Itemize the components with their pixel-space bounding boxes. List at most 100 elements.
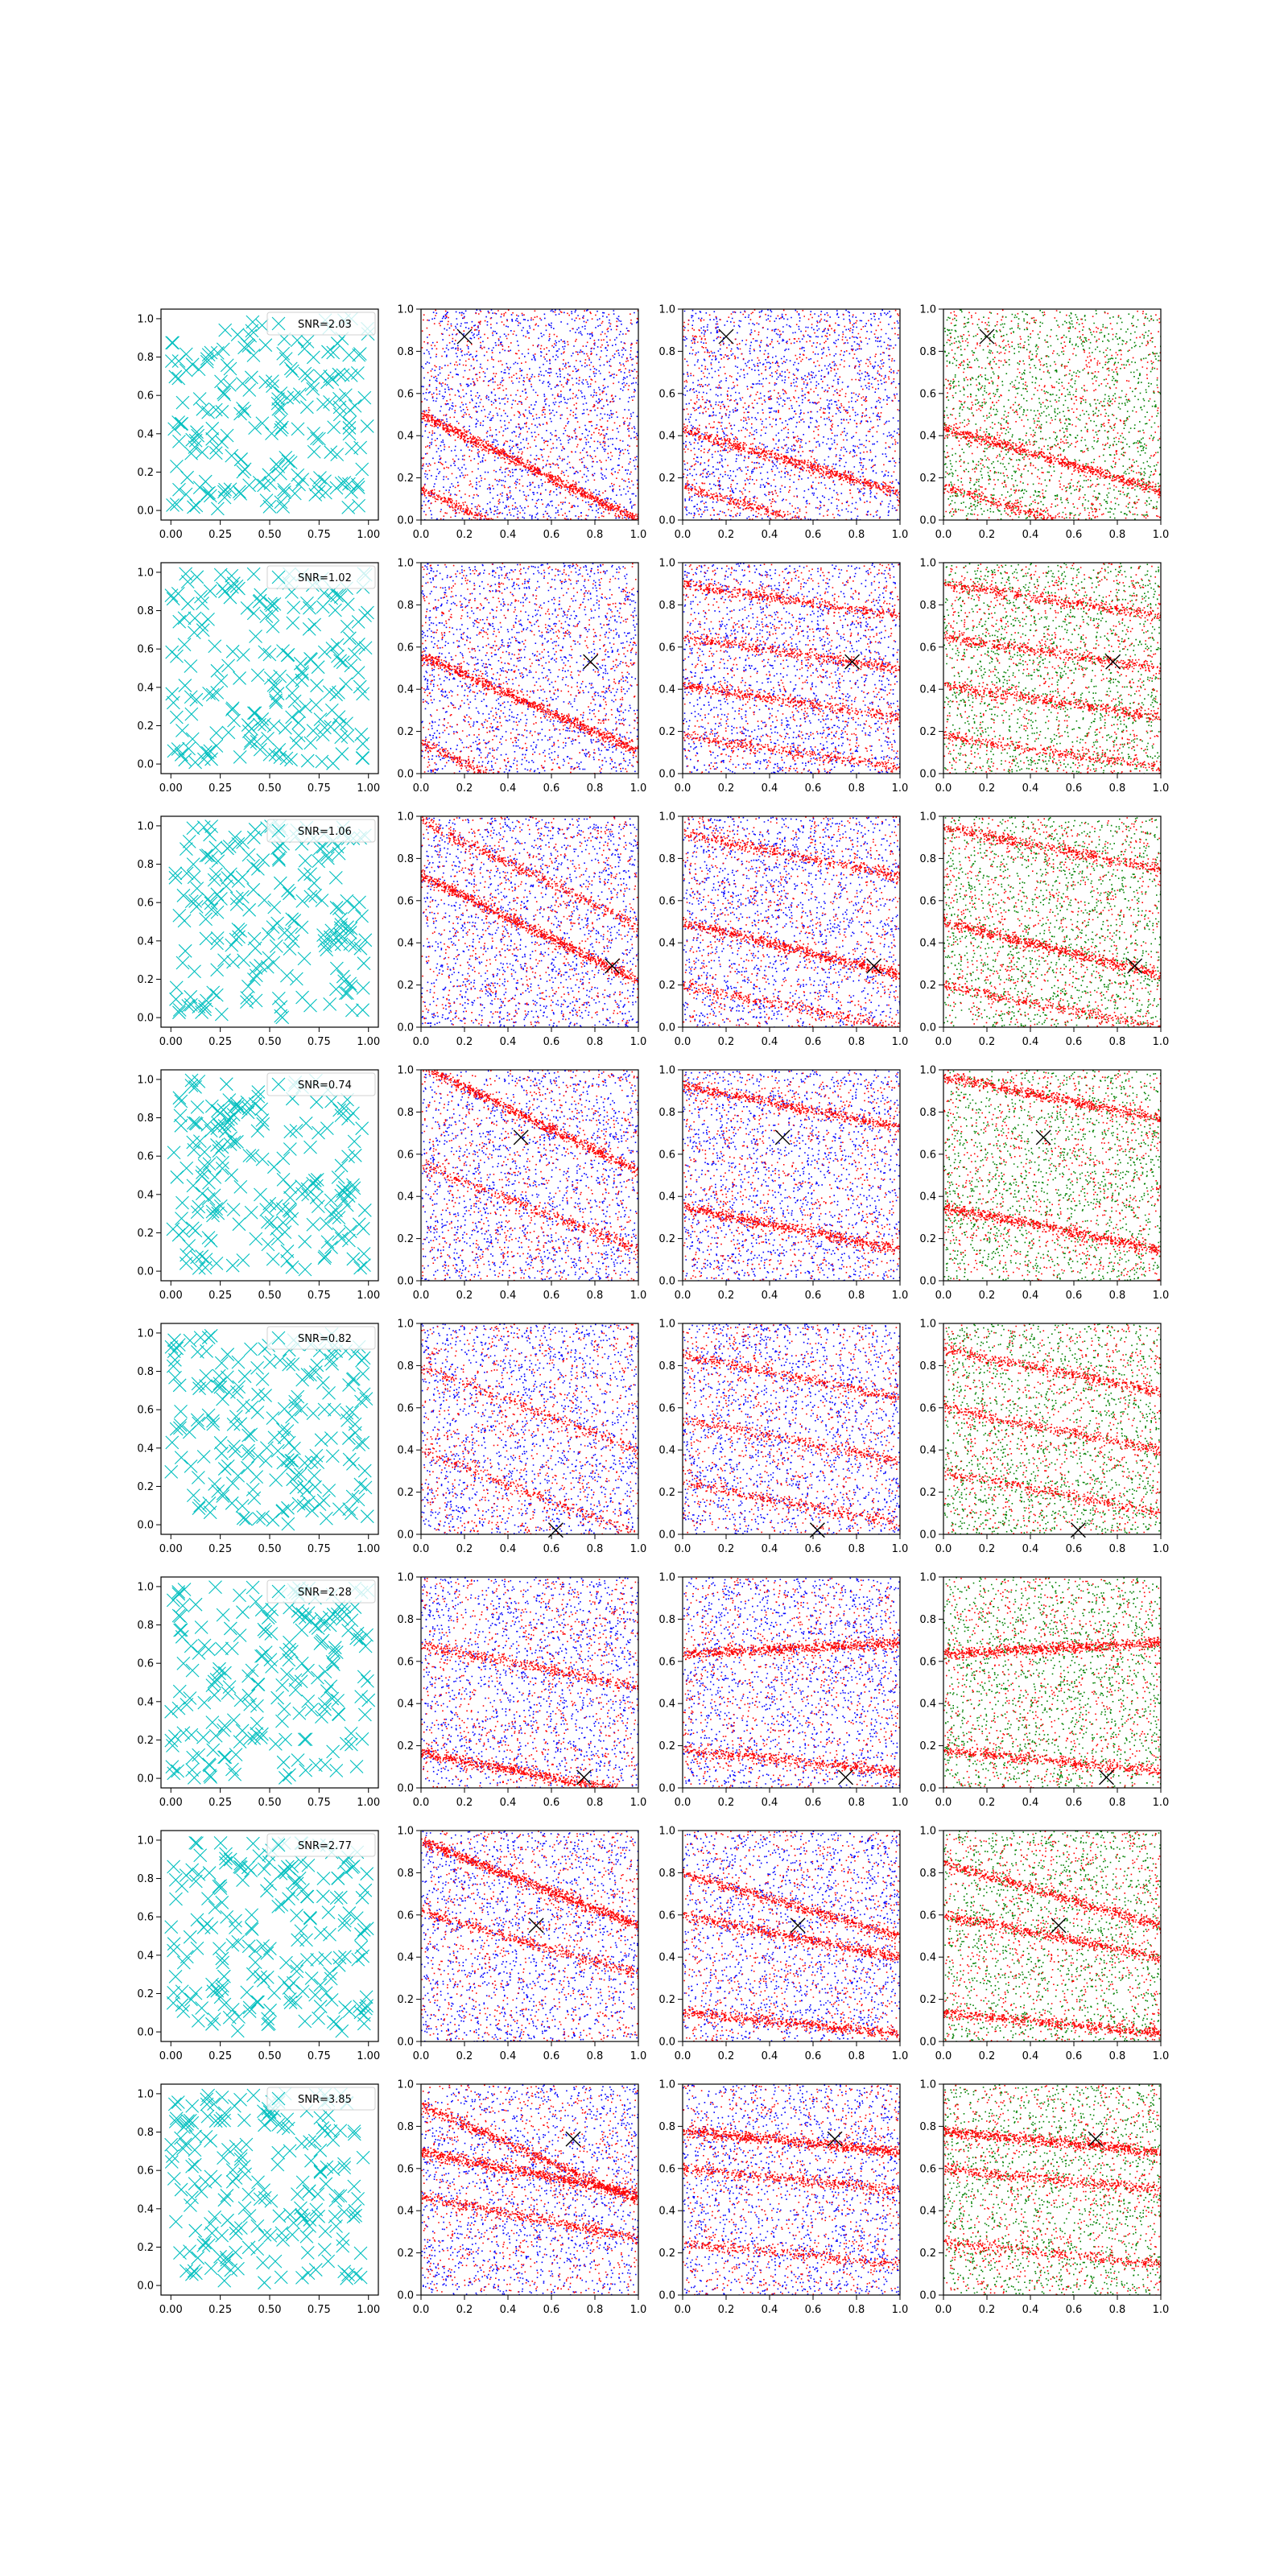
x-tick-label: 0.8 [587, 1036, 604, 1048]
y-tick-label: 0.2 [919, 1740, 936, 1752]
x-tick-label: 0.75 [308, 1797, 331, 1809]
x-tick-label: 1.0 [1153, 1290, 1170, 1302]
x-tick-label: 0.0 [413, 1797, 430, 1809]
x-tick-label: 0.0 [413, 529, 430, 541]
y-tick-label: 0.0 [137, 1520, 154, 1532]
y-tick-label: 0.8 [137, 1873, 154, 1885]
x-tick-label: 0.6 [543, 1290, 560, 1302]
y-tick-label: 0.2 [397, 1233, 414, 1245]
x-tick-label: 0.2 [979, 1290, 996, 1302]
x-tick-label: 0.4 [500, 1543, 517, 1555]
x-tick-label: 0.25 [208, 2050, 232, 2062]
x-tick-label: 1.0 [892, 1036, 909, 1048]
x-tick-label: 0.4 [500, 1290, 517, 1302]
y-tick-label: 0.8 [397, 1360, 414, 1373]
y-tick-label: 0.6 [137, 1658, 154, 1670]
x-tick-label: 0.6 [805, 1543, 822, 1555]
x-tick-label: 0.00 [159, 2304, 183, 2316]
y-tick-label: 0.0 [397, 515, 414, 527]
y-tick-label: 0.8 [658, 1614, 675, 1626]
y-tick-label: 0.0 [658, 769, 675, 781]
x-tick-label: 0.2 [718, 1036, 735, 1048]
y-tick-label: 0.8 [658, 600, 675, 612]
y-tick-label: 0.0 [919, 2290, 936, 2302]
y-tick-label: 0.2 [397, 473, 414, 485]
y-tick-label: 1.0 [137, 1581, 154, 1593]
y-tick-label: 0.4 [137, 935, 154, 947]
y-tick-label: 0.2 [658, 1233, 675, 1245]
y-tick-label: 1.0 [137, 820, 154, 832]
x-tick-label: 0.6 [805, 2050, 822, 2062]
x-tick-label: 0.2 [979, 529, 996, 541]
y-tick-label: 1.0 [658, 1572, 675, 1584]
x-tick-label: 0.00 [159, 782, 183, 795]
x-tick-label: 0.0 [675, 1036, 691, 1048]
x-tick-label: 0.00 [159, 2050, 183, 2062]
y-tick-label: 1.0 [919, 558, 936, 570]
y-tick-label: 0.4 [397, 1191, 414, 1203]
y-tick-label: 0.6 [397, 388, 414, 400]
x-tick-label: 1.0 [630, 2304, 647, 2316]
x-tick-label: 1.00 [357, 1036, 380, 1048]
x-tick-label: 0.00 [159, 1036, 183, 1048]
x-tick-label: 0.4 [500, 782, 517, 795]
x-tick-label: 0.0 [935, 782, 952, 795]
y-tick-label: 0.6 [137, 2165, 154, 2178]
x-tick-label: 0.2 [979, 1543, 996, 1555]
y-tick-label: 0.8 [658, 346, 675, 358]
x-tick-label: 0.0 [413, 782, 430, 795]
y-tick-label: 0.4 [137, 1696, 154, 1708]
x-tick-label: 0.0 [935, 529, 952, 541]
x-tick-label: 0.2 [979, 1797, 996, 1809]
y-tick-label: 0.4 [919, 1445, 936, 1457]
x-tick-label: 0.8 [587, 1290, 604, 1302]
x-tick-label: 0.8 [848, 1797, 865, 1809]
x-tick-label: 0.50 [258, 1036, 282, 1048]
x-tick-label: 0.00 [159, 529, 183, 541]
y-tick-label: 0.2 [658, 980, 675, 992]
x-tick-label: 0.2 [979, 1036, 996, 1048]
x-tick-label: 1.0 [630, 1290, 647, 1302]
y-tick-label: 0.2 [137, 1988, 154, 2000]
legend-label: SNR=2.28 [298, 1587, 352, 1599]
y-tick-label: 0.6 [919, 1402, 936, 1414]
x-tick-label: 0.8 [848, 1290, 865, 1302]
x-tick-label: 0.4 [500, 1036, 517, 1048]
y-tick-label: 0.2 [137, 2242, 154, 2254]
y-tick-label: 0.4 [919, 938, 936, 950]
y-tick-label: 1.0 [397, 304, 414, 316]
y-tick-label: 0.6 [137, 644, 154, 656]
y-tick-label: 0.8 [137, 1620, 154, 1632]
legend-label: SNR=3.85 [298, 2094, 352, 2106]
x-tick-label: 0.50 [258, 1290, 282, 1302]
y-tick-label: 0.0 [658, 1276, 675, 1288]
y-tick-label: 1.0 [919, 1826, 936, 1838]
y-tick-label: 0.2 [397, 2248, 414, 2260]
x-tick-label: 0.0 [675, 1290, 691, 1302]
x-tick-label: 0.4 [500, 1797, 517, 1809]
x-tick-label: 0.6 [543, 2050, 560, 2062]
y-tick-label: 0.8 [658, 1360, 675, 1373]
y-tick-label: 0.2 [397, 1994, 414, 2006]
legend-label: SNR=0.82 [298, 1333, 352, 1345]
y-tick-label: 0.8 [658, 2121, 675, 2133]
x-tick-label: 0.25 [208, 1290, 232, 1302]
x-tick-label: 0.25 [208, 1036, 232, 1048]
x-tick-label: 1.0 [1153, 2050, 1170, 2062]
y-tick-label: 0.4 [137, 428, 154, 440]
y-tick-label: 0.4 [658, 431, 675, 443]
y-tick-label: 0.6 [919, 388, 936, 400]
legend-label: SNR=2.77 [298, 1840, 352, 1852]
legend-label: SNR=0.74 [298, 1080, 352, 1092]
x-tick-label: 0.6 [805, 529, 822, 541]
legend: SNR=2.28 [267, 1580, 375, 1603]
y-tick-label: 0.0 [919, 515, 936, 527]
x-tick-label: 0.6 [1066, 1797, 1083, 1809]
y-tick-label: 0.4 [919, 2206, 936, 2218]
x-tick-label: 0.2 [979, 2304, 996, 2316]
y-tick-label: 0.8 [397, 1107, 414, 1119]
x-tick-label: 0.00 [159, 1797, 183, 1809]
y-tick-label: 0.8 [397, 853, 414, 865]
y-tick-label: 0.8 [137, 1366, 154, 1378]
x-tick-label: 0.00 [159, 1290, 183, 1302]
